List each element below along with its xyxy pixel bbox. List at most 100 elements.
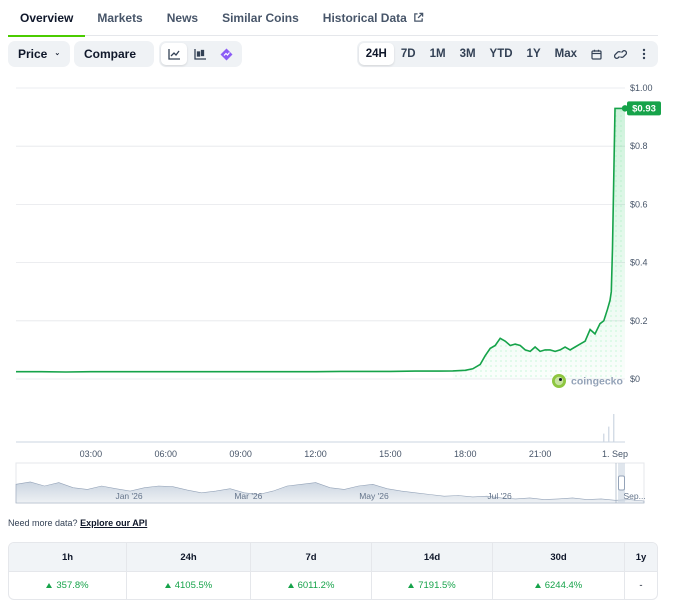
price-line xyxy=(16,107,625,373)
perf-value-text: 6244.4% xyxy=(544,580,583,591)
perf-value-1y: - xyxy=(625,572,657,599)
range-24h-button[interactable]: 24H xyxy=(358,43,394,65)
perf-header-7d: 7d xyxy=(251,543,372,571)
range-3m-button[interactable]: 3M xyxy=(459,48,476,60)
tradingview-icon xyxy=(220,48,232,60)
perf-value-text: 6011.2% xyxy=(297,580,335,591)
caret-up-icon xyxy=(534,583,541,588)
tab-markets[interactable]: Markets xyxy=(85,0,154,36)
range-ytd-button[interactable]: YTD xyxy=(489,48,513,60)
tab-label: News xyxy=(166,10,199,25)
price-dropdown-label: Price xyxy=(18,47,48,61)
performance-table: 1h 24h 7d 14d 30d 1y 357.8% 4105.5% 6011… xyxy=(8,542,658,600)
x-tick-label: 03:00 xyxy=(80,449,103,459)
caret-up-icon xyxy=(164,583,171,588)
line-chart-button[interactable] xyxy=(161,43,187,65)
range-max-button[interactable]: Max xyxy=(554,48,577,60)
tab-bar: Overview Markets News Similar Coins Hist… xyxy=(8,0,658,37)
y-tick-label: $1.00 xyxy=(630,83,653,93)
need-more-data: Need more data? Explore our API xyxy=(8,518,147,528)
navigator-label: May '26 xyxy=(359,491,389,501)
y-tick-label: $0.4 xyxy=(630,258,648,268)
x-tick-label: 1. Sep xyxy=(602,449,628,459)
calendar-icon xyxy=(590,49,602,60)
price-dropdown[interactable]: Price xyxy=(8,41,70,67)
x-axis: 03:00 06:00 09:00 12:00 15:00 18:00 21:00 1. Se… xyxy=(80,449,628,459)
perf-value-text: 7191.5% xyxy=(418,580,456,591)
performance-header-row: 1h 24h 7d 14d 30d 1y xyxy=(9,543,657,571)
navigator-handle[interactable] xyxy=(618,475,625,491)
range-navigator[interactable]: Jan '26 Mar '26 May '26 Jul '26 Sep... xyxy=(15,462,646,504)
perf-value-text: 357.8% xyxy=(56,580,89,591)
x-tick-label: 09:00 xyxy=(229,449,252,459)
perf-value-1h: 357.8% xyxy=(9,572,127,599)
current-price-badge: $0.93 xyxy=(627,101,661,116)
y-tick-label: $0.8 xyxy=(630,141,648,151)
caret-up-icon xyxy=(46,583,53,588)
time-range-group: 24H 7D 1M 3M YTD 1Y Max xyxy=(356,41,658,67)
perf-header-30d: 30d xyxy=(493,543,625,571)
x-tick-label: 21:00 xyxy=(529,449,552,459)
external-link-icon xyxy=(414,12,424,22)
tab-label: Historical Data xyxy=(322,10,407,25)
link-button[interactable] xyxy=(608,43,632,65)
tab-news[interactable]: News xyxy=(155,0,210,36)
range-1m-button[interactable]: 1M xyxy=(429,48,446,60)
x-tick-label: 15:00 xyxy=(379,449,402,459)
tradingview-button[interactable] xyxy=(213,43,239,65)
x-tick-label: 12:00 xyxy=(304,449,327,459)
candlestick-chart-button[interactable] xyxy=(187,43,213,65)
x-tick-label: 18:00 xyxy=(454,449,477,459)
perf-value-text: 4105.5% xyxy=(174,580,213,591)
tab-label: Overview xyxy=(20,10,74,25)
current-price-dot xyxy=(621,105,629,112)
perf-value-text: - xyxy=(639,580,643,591)
link-icon xyxy=(613,49,627,59)
performance-value-row: 357.8% 4105.5% 6011.2% 7191.5% 6244.4% - xyxy=(9,571,657,599)
range-1y-button[interactable]: 1Y xyxy=(526,48,541,60)
y-tick-label: $0.6 xyxy=(630,199,648,209)
navigator-label: Sep... xyxy=(623,491,645,501)
tab-similar-coins[interactable]: Similar Coins xyxy=(210,0,311,36)
y-tick-label: $0 xyxy=(630,374,640,384)
need-more-text: Need more data? xyxy=(8,518,78,528)
perf-value-7d: 6011.2% xyxy=(251,572,372,599)
range-7d-button[interactable]: 7D xyxy=(400,48,416,60)
explore-api-link[interactable]: Explore our API xyxy=(80,518,148,528)
more-vertical-icon xyxy=(642,48,646,60)
tab-historical-data[interactable]: Historical Data xyxy=(311,0,436,36)
perf-value-24h: 4105.5% xyxy=(127,572,251,599)
price-area-dots xyxy=(452,108,625,380)
caret-up-icon xyxy=(408,583,415,588)
navigator-label: Jul '26 xyxy=(487,491,512,501)
y-tick-label: $0.2 xyxy=(630,316,648,326)
tab-label: Markets xyxy=(97,10,143,25)
price-chart[interactable]: $1.00 $0.8 $0.6 $0.4 $0.2 $0 03:00 06:00 09:00 1… xyxy=(0,70,680,510)
line-chart-icon xyxy=(167,49,180,60)
navigator-area xyxy=(15,481,645,504)
perf-header-24h: 24h xyxy=(127,543,251,571)
perf-value-14d: 7191.5% xyxy=(372,572,493,599)
navigator-label: Mar '26 xyxy=(234,491,262,501)
coingecko-watermark: coingecko xyxy=(552,374,623,388)
candlestick-chart-icon xyxy=(193,49,206,60)
calendar-button[interactable] xyxy=(584,43,608,65)
volume-bars xyxy=(603,414,615,442)
current-price-label: $0.93 xyxy=(632,104,656,115)
tab-label: Similar Coins xyxy=(222,10,299,25)
perf-header-1h: 1h xyxy=(9,543,127,571)
watermark-text: coingecko xyxy=(571,376,623,388)
chevron-down-icon xyxy=(56,53,60,56)
grid-lines xyxy=(16,87,625,380)
y-axis: $1.00 $0.8 $0.6 $0.4 $0.2 $0 xyxy=(630,83,653,384)
perf-header-1y: 1y xyxy=(635,551,647,563)
compare-dropdown-label: Compare xyxy=(84,47,137,61)
more-options-button[interactable] xyxy=(632,43,656,65)
x-tick-label: 06:00 xyxy=(154,449,177,459)
perf-header-14d: 14d xyxy=(372,543,493,571)
caret-up-icon xyxy=(287,583,294,588)
tab-overview[interactable]: Overview xyxy=(8,0,86,37)
perf-value-30d: 6244.4% xyxy=(493,572,625,599)
navigator-label: Jan '26 xyxy=(115,491,142,501)
compare-dropdown[interactable]: Compare xyxy=(74,41,154,67)
